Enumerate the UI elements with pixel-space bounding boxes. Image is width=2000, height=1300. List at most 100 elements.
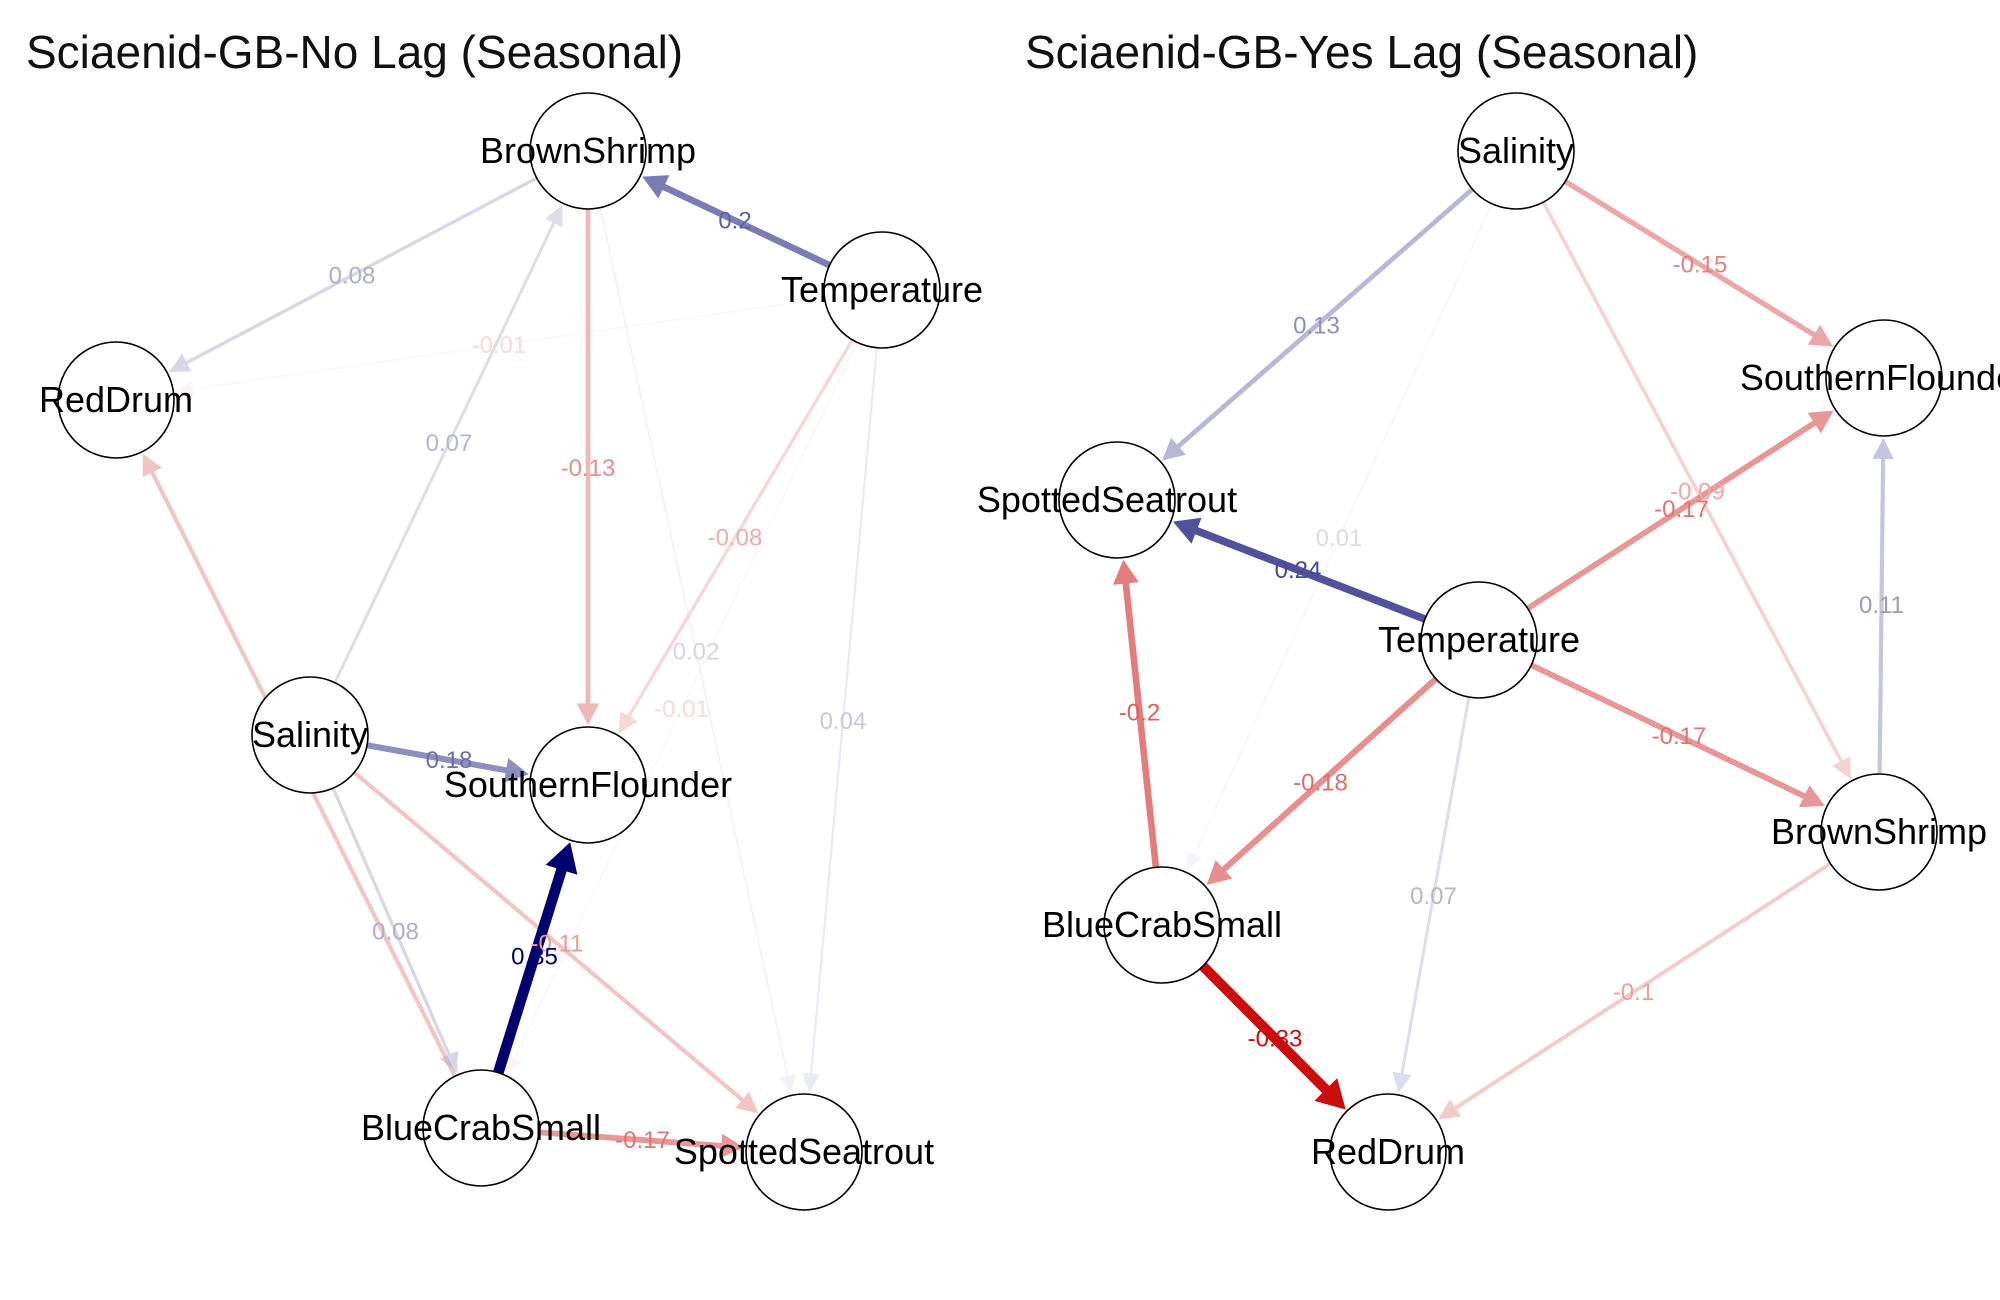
edges-yes-lag: [1112, 179, 1894, 1120]
node-southern-flounder: SouthernFlounder: [1740, 319, 2000, 437]
edge-line: [366, 742, 512, 775]
edge-weight-label: -0.01: [472, 332, 527, 359]
edge-line: [1451, 862, 1832, 1112]
edge-weight-label: -0.2: [1119, 700, 1160, 727]
node-circle: [1820, 773, 1938, 891]
node-label: Temperature: [1378, 619, 1580, 660]
edge-labels-no-lag: 0.2 0.08 -0.01 0.07 -0.13 -0.08 0.02 -0.01 0.04 -…: [272, 208, 866, 1155]
edge-weight-label: -0.09: [1670, 479, 1725, 506]
edge-temperature-to-blue-crab-small: [506, 342, 858, 1074]
node-circle: [823, 231, 941, 349]
edge-line: [1399, 696, 1471, 1078]
edge-weight-label: 0.02: [673, 639, 720, 666]
arrowhead-icon: [618, 711, 638, 734]
edge-line: [599, 207, 790, 1080]
edge-line: [658, 181, 831, 269]
edge-salinity-to-spotted-seatrout: [1162, 187, 1474, 461]
node-label: RedDrum: [1311, 1131, 1465, 1172]
arrowhead-icon: [1162, 437, 1186, 461]
edge-weight-label: 0.08: [372, 919, 419, 946]
panel-title-no-lag: Sciaenid-GB-No Lag (Seasonal): [26, 26, 683, 78]
edge-line: [493, 862, 569, 1075]
arrowhead-icon: [1392, 1071, 1412, 1093]
node-circle: [422, 1069, 540, 1187]
node-circle: [529, 92, 647, 210]
edge-brown-shrimp-to-southern-flounder: [576, 209, 600, 725]
arrowhead-icon: [1172, 517, 1202, 544]
arrowhead-icon: [1872, 437, 1894, 460]
node-circle: [1420, 581, 1538, 699]
arrowhead-icon: [544, 205, 563, 228]
edge-weight-label: -0.33: [1248, 1026, 1303, 1053]
arrowhead-icon: [720, 1133, 745, 1159]
node-label: BlueCrabSmall: [1042, 904, 1282, 945]
edge-weight-label: -0.17: [1654, 496, 1709, 523]
edge-brown-shrimp-to-spotted-seatrout: [599, 207, 796, 1094]
edge-blue-crab-small-to-spotted-seatrout: [1112, 559, 1160, 868]
edges-no-lag: [142, 175, 878, 1159]
edge-line: [1192, 203, 1493, 858]
arrowhead-icon: [169, 353, 192, 373]
edge-temperature-to-spotted-seatrout: [1172, 517, 1427, 623]
node-red-drum: RedDrum: [39, 341, 193, 459]
node-temperature: Temperature: [1378, 581, 1580, 699]
node-label: Temperature: [781, 269, 983, 310]
edge-temperature-to-spotted-seatrout: [802, 347, 878, 1093]
edge-brown-shrimp-to-red-drum: [169, 176, 538, 373]
edge-weight-label: -0.17: [1652, 723, 1707, 750]
edge-labels-yes-lag: -0.15 0.13 -0.09 0.01 0.24 -0.17 0.11 -0.2 -0.17…: [1119, 252, 1904, 1053]
edge-weight-label: -0.15: [1673, 252, 1728, 279]
node-label: Salinity: [252, 714, 368, 755]
node-circle: [1329, 1093, 1447, 1211]
edge-line: [1877, 454, 1886, 775]
nodes-no-lag: BrownShrimp Temperature RedDrum Salinity Sou…: [39, 92, 983, 1211]
edge-temperature-to-red-drum: [175, 297, 825, 398]
edge-weight-label: -0.01: [654, 696, 709, 723]
node-spotted-seatrout: SpottedSeatrout: [977, 441, 1237, 559]
arrowhead-icon: [1438, 1099, 1462, 1120]
edge-salinity-to-blue-crab-small: [331, 787, 459, 1073]
edge-line: [809, 347, 878, 1078]
arrowhead-icon: [1798, 785, 1825, 808]
edge-line: [1526, 418, 1820, 611]
node-label: BrownShrimp: [1771, 811, 1987, 852]
edge-brown-shrimp-to-southern-flounder: [1872, 437, 1894, 775]
node-label: BlueCrabSmall: [361, 1107, 601, 1148]
edge-weight-label: 0.2: [718, 208, 751, 235]
edge-weight-label: 0.08: [329, 263, 376, 290]
edge-line: [1541, 201, 1845, 766]
edge-temperature-to-southern-flounder: [1526, 410, 1834, 611]
panel-title-yes-lag: Sciaenid-GB-Yes Lag (Seasonal): [1025, 26, 1698, 78]
panel-no-lag: Sciaenid-GB-No Lag (Seasonal) 0.2 0.08 -0.…: [26, 26, 983, 1211]
node-salinity: Salinity: [1457, 92, 1575, 210]
arrowhead-icon: [503, 757, 529, 783]
arrowhead-icon: [1206, 860, 1233, 885]
node-label: RedDrum: [39, 379, 193, 420]
node-circle: [1058, 441, 1176, 559]
edge-weight-label: 0.24: [1275, 557, 1322, 584]
arrowhead-icon: [439, 1050, 459, 1073]
node-label: SpottedSeatrout: [977, 479, 1237, 520]
edge-weight-label: 0.07: [426, 430, 473, 457]
node-blue-crab-small: BlueCrabSmall: [1042, 866, 1282, 984]
arrowhead-icon: [545, 842, 578, 875]
edge-weight-label: -0.17: [615, 1127, 670, 1154]
panel-yes-lag: Sciaenid-GB-Yes Lag (Seasonal) -0.15 0.13…: [977, 26, 2000, 1211]
edge-salinity-to-brown-shrimp: [1541, 201, 1851, 780]
edge-line: [625, 339, 854, 721]
node-circle: [529, 726, 647, 844]
edge-temperature-to-blue-crab-small: [1206, 676, 1438, 885]
edge-weight-label: -0.08: [708, 525, 763, 552]
edge-weight-label: -0.1: [1613, 979, 1654, 1006]
arrowhead-icon: [506, 1054, 523, 1074]
node-label: SouthernFlounder: [1740, 357, 2000, 398]
node-circle: [1103, 866, 1221, 984]
node-circle: [1457, 92, 1575, 210]
arrowhead-icon: [142, 453, 162, 478]
node-brown-shrimp: BrownShrimp: [1771, 773, 1987, 891]
edge-line: [512, 342, 858, 1062]
edge-weight-label: 0.07: [1410, 883, 1457, 910]
arrowhead-icon: [642, 175, 670, 199]
edge-weight-label: 0.01: [1316, 525, 1363, 552]
